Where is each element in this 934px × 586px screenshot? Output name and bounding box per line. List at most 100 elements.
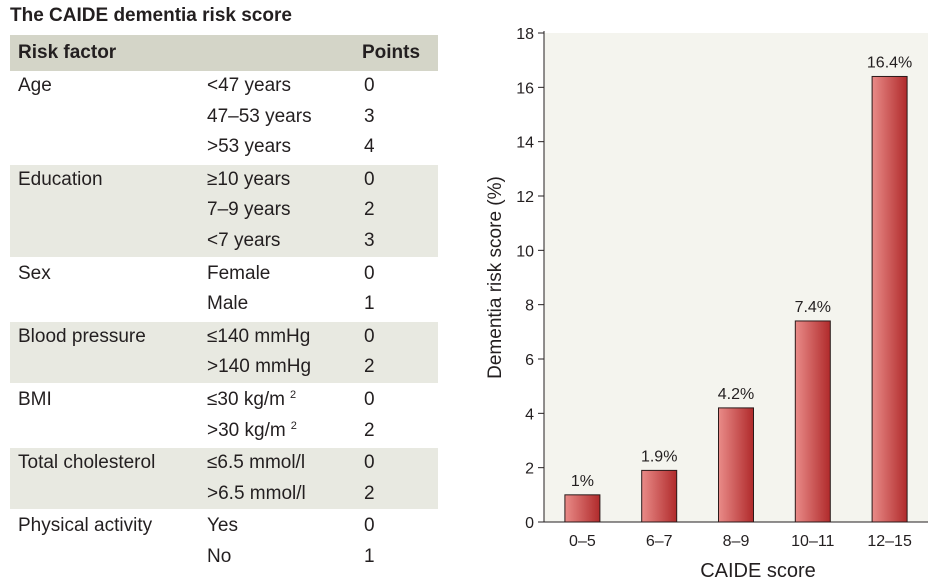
risk-level-text: >140 mmHg (207, 356, 312, 378)
risk-level: ≤140 mmHg (207, 326, 310, 348)
risk-factor-label: Sex (18, 262, 51, 284)
risk-level: 47–53 years (207, 106, 312, 128)
points-value: 0 (364, 388, 375, 410)
x-tick-label: 10–11 (791, 533, 834, 550)
table-body: Age <47 years 0 47–53 years 3 >53 years 4 Educa… (10, 71, 438, 573)
table-header: Risk factor Points (10, 33, 438, 71)
y-tick-label: 12 (516, 189, 534, 206)
x-axis-label: CAIDE score (700, 560, 816, 582)
bar-data-label: 4.2% (718, 386, 754, 403)
y-tick-label: 18 (516, 26, 534, 43)
points-value: 0 (364, 452, 375, 474)
table-row: 47–53 years 3 (10, 102, 438, 133)
y-tick-label: 6 (525, 352, 534, 369)
risk-level: >140 mmHg (207, 356, 311, 378)
risk-level-text: 7–9 years (207, 199, 291, 221)
points-value: 4 (364, 136, 375, 158)
bar (718, 407, 754, 523)
risk-factor-label: Physical activity (18, 515, 153, 537)
points-value: 0 (364, 515, 375, 537)
y-tick-label: 14 (516, 135, 534, 152)
table-row: Physical activity Yes 0 (10, 511, 438, 542)
risk-level-text: <7 years (207, 229, 281, 251)
risk-level-text: ≤140 mmHg (207, 325, 311, 347)
risk-level: >6.5 mmol/l (207, 483, 306, 505)
risk-level: Female (207, 263, 270, 285)
y-tick-label: 16 (516, 80, 534, 97)
bar-data-label: 7.4% (795, 299, 831, 316)
risk-factor-label: Age (18, 75, 52, 96)
y-tick-label: 0 (525, 515, 534, 532)
risk-level: ≤6.5 mmol/l (207, 452, 305, 474)
table-row: No 1 (10, 542, 438, 573)
table-row: Education ≥10 years 0 (10, 165, 438, 196)
x-tick-label: 12–15 (867, 533, 912, 550)
risk-level: No (207, 546, 231, 568)
bar (564, 494, 601, 523)
risk-table: Risk factor Points Age <47 years 0 47–53 ye… (10, 33, 438, 573)
y-axis-label: Dementia risk score (%) (485, 176, 506, 379)
y-tick-label: 8 (525, 298, 534, 315)
risk-level-text: >30 kg/m (207, 419, 286, 441)
x-tick-label: 6–7 (646, 533, 673, 550)
risk-level: Male (207, 293, 248, 315)
bar-data-label: 1% (571, 473, 594, 490)
risk-level: 7–9 years (207, 199, 290, 221)
points-value: 1 (364, 293, 375, 315)
risk-factor-group: Sex Female 0 Male 1 (10, 256, 438, 320)
risk-factor-label: Education (18, 168, 103, 190)
risk-factor-label: BMI (18, 388, 52, 410)
x-tick-label: 0–5 (569, 533, 596, 550)
risk-level-text: >53 years (207, 136, 291, 158)
table-row: BMI ≤30 kg/m 2 0 (10, 385, 438, 416)
risk-factor-group: BMI ≤30 kg/m 2 0 >30 kg/m 2 2 (10, 382, 438, 447)
bar-data-label: 1.9% (641, 448, 677, 465)
risk-level: >53 years (207, 136, 291, 158)
points-value: 1 (364, 545, 375, 567)
points-value: 0 (364, 168, 375, 190)
bar (641, 469, 678, 523)
risk-factor-label: Total cholesterol (18, 452, 156, 474)
superscript: 2 (290, 419, 297, 432)
table-row: Male 1 (10, 289, 438, 320)
table-title: The CAIDE dementia risk score (10, 5, 292, 26)
table-row: Total cholesterol ≤6.5 mmol/l 0 (10, 448, 438, 479)
header-risk-factor: Risk factor (18, 42, 117, 63)
risk-level-text: ≤30 kg/m (207, 388, 286, 410)
table-row: <7 years 3 (10, 226, 438, 257)
risk-factor-group: Physical activity Yes 0 No 1 (10, 509, 438, 572)
risk-level: Yes (207, 515, 238, 537)
y-tick-label: 2 (525, 461, 534, 478)
table-row: Age <47 years 0 (10, 71, 438, 102)
points-value: 0 (364, 325, 375, 347)
risk-factor-group: Age <47 years 0 47–53 years 3 >53 years 4 (10, 71, 438, 163)
risk-level: <47 years (207, 75, 291, 97)
table-row: 7–9 years 2 (10, 195, 438, 226)
risk-level-text: ≥10 years (207, 168, 291, 190)
points-value: 2 (364, 419, 375, 441)
points-value: 3 (364, 229, 375, 251)
table-row: >53 years 4 (10, 132, 438, 163)
table-row: Blood pressure ≤140 mmHg 0 (10, 322, 438, 353)
dementia-risk-chart: 0 2 4 6 8 10 12 14 16 18 1% 0–5 1.9% 6–7 4.2% 8–9 7.4% 1… (485, 26, 928, 582)
table-row: >30 kg/m 2 2 (10, 416, 438, 447)
risk-level-text: ≤6.5 mmol/l (207, 452, 306, 474)
risk-level: <7 years (207, 230, 280, 252)
risk-factor-group: Blood pressure ≤140 mmHg 0 >140 mmHg 2 (10, 319, 438, 383)
risk-factor-label: Blood pressure (18, 325, 146, 347)
risk-factor-group: Education ≥10 years 0 7–9 years 2 <7 years 3 (10, 162, 438, 257)
superscript: 2 (290, 388, 297, 401)
points-value: 0 (364, 262, 375, 284)
risk-level-text: Male (207, 293, 249, 315)
risk-level-text: <47 years (207, 75, 291, 96)
table-row: Sex Female 0 (10, 259, 438, 290)
table-row: >6.5 mmol/l 2 (10, 479, 438, 510)
risk-factor-group: Total cholesterol ≤6.5 mmol/l 0 >6.5 mmol/l… (10, 446, 438, 510)
risk-level-text: >6.5 mmol/l (207, 482, 306, 504)
risk-level-text: No (207, 545, 232, 567)
risk-level-text: 47–53 years (207, 105, 312, 127)
y-tick-label: 10 (516, 243, 534, 260)
y-tick-label: 4 (525, 406, 534, 423)
bar (871, 75, 908, 523)
risk-level: ≤30 kg/m 2 (207, 389, 296, 411)
